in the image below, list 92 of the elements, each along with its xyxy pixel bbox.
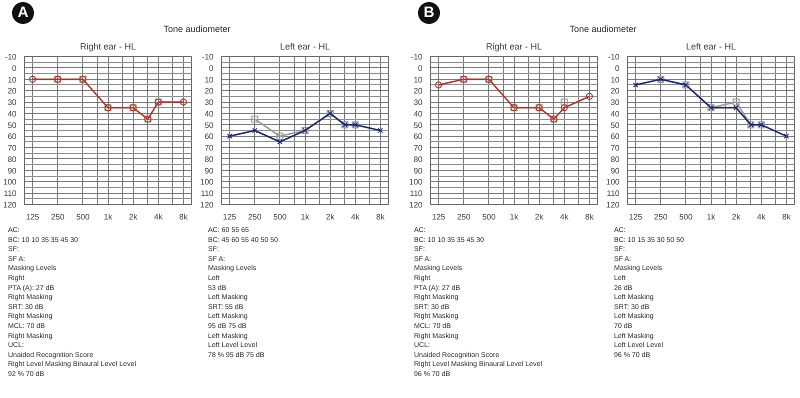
y-tick-label: 20 [610, 86, 620, 96]
y-tick-label: 20 [204, 86, 214, 96]
y-tick-label: 100 [3, 178, 18, 187]
x-tick-label: 125 [26, 212, 40, 222]
y-tick-label: -10 [202, 52, 214, 62]
chart-title: Left ear - HL [686, 42, 736, 52]
x-tick-label: 4k [154, 212, 164, 222]
y-tick-label: 70 [204, 144, 214, 153]
x-tick-label: 500 [679, 212, 694, 222]
chart-title: Left ear - HL [280, 42, 330, 52]
y-tick-label: 110 [606, 189, 620, 198]
y-tick-label: 110 [200, 189, 214, 198]
y-tick-label: 30 [414, 98, 424, 108]
y-tick-label: -10 [608, 52, 620, 62]
x-tick-label: 125 [222, 212, 237, 222]
y-tick-label: 100 [409, 178, 424, 187]
y-tick-label: 60 [8, 132, 18, 142]
x-tick-label: 500 [76, 212, 90, 222]
y-tick-label: 20 [8, 86, 18, 96]
y-tick-label: 80 [610, 154, 620, 164]
x-tick-label: 8k [585, 212, 595, 222]
y-tick-label: 110 [410, 189, 424, 198]
x-tick-label: 250 [51, 212, 65, 222]
x-tick-label: 2k [128, 212, 138, 222]
y-tick-label: -10 [410, 52, 424, 62]
x-tick-label: 1k [706, 212, 716, 222]
y-tick-label: 10 [204, 75, 214, 84]
chart-title: Right ear - HL [80, 42, 136, 52]
y-tick-label: 50 [610, 120, 620, 130]
y-tick-label: 0 [615, 64, 620, 73]
y-tick-label: 80 [8, 154, 18, 164]
y-tick-label: 40 [610, 109, 620, 118]
y-tick-label: 100 [200, 178, 214, 187]
chart-subtitle: Tone audiometer [568, 23, 638, 36]
y-tick-label: 0 [418, 64, 424, 73]
y-tick-label: 10 [414, 75, 424, 84]
y-tick-label: 60 [414, 132, 424, 142]
x-tick-label: 250 [457, 212, 471, 222]
x-tick-label: 2k [326, 212, 336, 222]
x-tick-label: 125 [432, 212, 446, 222]
y-tick-label: 120 [606, 200, 620, 210]
chart-title: Right ear - HL [486, 42, 542, 52]
text: B [418, 2, 440, 24]
y-tick-label: 120 [409, 200, 424, 210]
y-tick-label: 70 [610, 144, 620, 153]
y-tick-label: 40 [8, 109, 18, 118]
y-tick-label: 90 [204, 166, 214, 176]
y-tick-label: 120 [3, 200, 18, 210]
y-tick-label: 0 [209, 64, 214, 73]
y-tick-label: 10 [610, 75, 620, 84]
y-tick-label: 40 [204, 109, 214, 118]
y-tick-label: 30 [204, 98, 214, 108]
y-tick-label: 70 [8, 144, 18, 153]
x-tick-label: 1k [510, 212, 520, 222]
x-tick-label: 4k [560, 212, 570, 222]
chart-subtitle: Tone audiometer [162, 23, 232, 36]
y-tick-label: 50 [204, 120, 214, 130]
y-tick-label: 50 [414, 120, 424, 130]
x-tick-label: 8k [376, 212, 386, 222]
x-tick-label: 8k [179, 212, 189, 222]
y-tick-label: 0 [12, 64, 18, 73]
y-tick-label: 80 [204, 154, 214, 164]
y-tick-label: 60 [204, 132, 214, 142]
x-tick-label: 250 [654, 212, 668, 222]
x-tick-label: 1k [300, 212, 310, 222]
y-tick-label: 50 [8, 120, 18, 130]
x-tick-label: 2k [534, 212, 544, 222]
y-tick-label: 90 [414, 166, 424, 176]
y-tick-label: 90 [610, 166, 620, 176]
y-tick-label: 30 [8, 98, 18, 108]
y-tick-label: 60 [610, 132, 620, 142]
x-tick-label: 125 [628, 212, 643, 222]
text: A [12, 2, 34, 24]
x-tick-label: 4k [757, 212, 766, 222]
y-tick-label: 70 [414, 144, 424, 153]
x-tick-label: 1k [104, 212, 114, 222]
y-tick-label: 90 [8, 166, 18, 176]
y-tick-label: 20 [414, 86, 424, 96]
y-tick-label: 80 [414, 154, 424, 164]
x-tick-label: 250 [248, 212, 262, 222]
y-tick-label: 100 [606, 178, 620, 187]
x-tick-label: 500 [273, 212, 288, 222]
y-tick-label: 40 [414, 109, 424, 118]
x-tick-label: 2k [732, 212, 742, 222]
x-tick-label: 8k [782, 212, 792, 222]
x-tick-label: 500 [482, 212, 496, 222]
y-tick-label: 10 [8, 75, 18, 84]
y-tick-label: 120 [200, 200, 214, 210]
x-tick-label: 4k [351, 212, 360, 222]
y-tick-label: -10 [4, 52, 18, 62]
y-tick-label: 110 [4, 189, 18, 198]
y-tick-label: 30 [610, 98, 620, 108]
